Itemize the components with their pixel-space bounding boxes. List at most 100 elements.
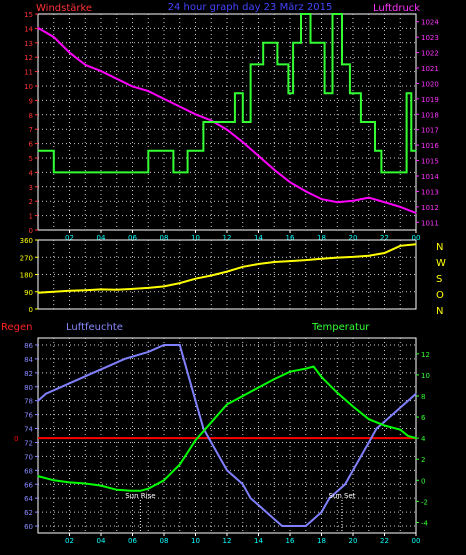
temperature-series-point <box>131 490 134 492</box>
temperature-series-point <box>383 424 386 427</box>
humidity-series-point <box>344 483 346 485</box>
humidity-series-point <box>407 400 409 402</box>
tick-label-left: 15 <box>24 11 33 19</box>
wind-series-point <box>276 63 278 65</box>
wind-series-point <box>202 121 204 123</box>
humidity-series-point <box>226 469 228 471</box>
humidity-series-point <box>399 407 401 409</box>
tick-label-left: 13 <box>24 40 33 48</box>
wind-direction-series-point <box>320 258 323 260</box>
wind-series-point <box>53 150 55 152</box>
tick-label-x: 16 <box>286 234 295 242</box>
wind-direction-series-point <box>289 260 291 262</box>
tick-label-left: 180 <box>20 272 33 280</box>
compass-letter: O <box>436 290 444 301</box>
wind-series-point <box>234 121 236 123</box>
humidity-series-point <box>210 441 212 444</box>
humidity-series-point <box>45 393 47 395</box>
temperature-series-point <box>242 395 244 397</box>
tick-label-x: 10 <box>191 234 200 242</box>
tick-label-x: 04 <box>97 537 106 545</box>
temperature-series-point <box>336 392 338 394</box>
tick-label-left: 8 <box>29 112 33 120</box>
pressure-series-point <box>147 90 149 92</box>
wind-series-point <box>234 92 236 94</box>
wind-series-point <box>147 150 149 152</box>
humidity-series-point <box>61 386 63 388</box>
humidity-series-point <box>368 441 370 444</box>
wind-direction-series-point <box>131 288 134 290</box>
sun-rise-label: Sun Rise <box>125 492 155 500</box>
tick-label-left: 7 <box>29 126 33 134</box>
tick-label-right: 0 <box>421 477 425 485</box>
wind-series-point <box>287 92 289 94</box>
humidity-series-point <box>76 379 78 381</box>
tick-label-x: 22 <box>380 234 389 242</box>
wind-direction-series-point <box>37 292 39 294</box>
tick-label-x: 02 <box>65 537 74 545</box>
wind-series-point <box>276 42 278 44</box>
wind-series-point <box>187 171 189 173</box>
humidity-series-point <box>281 525 283 527</box>
humidity-temperature-panel: 6062646668707274767880828486-4-202468101… <box>14 337 430 545</box>
wind-series-point <box>331 92 334 94</box>
pressure-series-point <box>257 155 260 157</box>
wind-direction-series-point <box>194 278 197 280</box>
tick-label-left: 80 <box>24 384 33 392</box>
compass-letter: N <box>436 306 443 317</box>
temperature-series-point <box>352 405 354 408</box>
humidity-series-point <box>92 372 94 374</box>
temperature-series-point <box>53 479 55 481</box>
temperature-series-point <box>139 490 141 492</box>
tick-label-left: 70 <box>24 453 33 461</box>
humidity-series-point <box>147 351 149 353</box>
pressure-series-point <box>194 113 197 115</box>
temperature-series-point <box>84 482 86 485</box>
pressure-series-point <box>210 119 212 122</box>
header-title: 24 hour graph day 23 März 2015 <box>168 2 333 13</box>
humidity-series-point <box>218 455 220 457</box>
pressure-series-point <box>399 206 401 208</box>
wind-direction-series-point <box>305 259 307 261</box>
wind-direction-series-point <box>352 256 354 258</box>
tick-label-left: 9 <box>29 97 33 105</box>
wind-series-point <box>262 42 264 44</box>
temperature-series-point <box>68 481 71 483</box>
tick-label-right: 1021 <box>421 65 439 73</box>
wind-direction-series-point <box>179 282 181 284</box>
tick-label-right: 1015 <box>421 158 439 166</box>
wind-series-point <box>309 42 312 44</box>
tick-label-left: 3 <box>29 184 33 192</box>
wind-pressure-panel: 0123456789101112131415101110121013101410… <box>24 11 439 242</box>
wind-series-point <box>202 150 204 152</box>
wind-series-point <box>341 63 343 65</box>
temperature-series-point <box>116 489 118 491</box>
tick-label-left: 360 <box>20 237 33 245</box>
wind-direction-series-point <box>242 266 244 268</box>
tick-label-x: 12 <box>223 537 232 545</box>
header-pressure-label: Luftdruck <box>373 3 420 14</box>
tick-label-left: 74 <box>24 426 33 434</box>
wind-direction-series-point <box>415 243 417 245</box>
wind-series-point <box>250 63 252 65</box>
wind-direction-series-point <box>336 257 338 259</box>
temperature-series-point <box>179 463 181 466</box>
humidity-series-point <box>305 525 307 527</box>
tick-label-right: 6 <box>421 414 426 422</box>
tick-label-right: 1019 <box>421 96 439 104</box>
tick-label-left: 66 <box>24 481 33 489</box>
tick-label-left: 5 <box>29 155 33 163</box>
wind-series-point <box>349 92 351 94</box>
pressure-series-point <box>53 36 55 38</box>
sun-set-label: Sun Set <box>328 492 355 500</box>
pressure-series-point <box>289 181 291 183</box>
temperature-series-point <box>320 376 323 378</box>
tick-label-left: 86 <box>24 342 33 350</box>
wind-direction-series-point <box>68 290 71 292</box>
wind-series-point <box>374 150 376 152</box>
tick-label-left: 2 <box>29 198 33 206</box>
tick-label-left: 78 <box>24 398 33 406</box>
tick-label-x: 22 <box>380 537 389 545</box>
pressure-series-point <box>242 141 244 143</box>
